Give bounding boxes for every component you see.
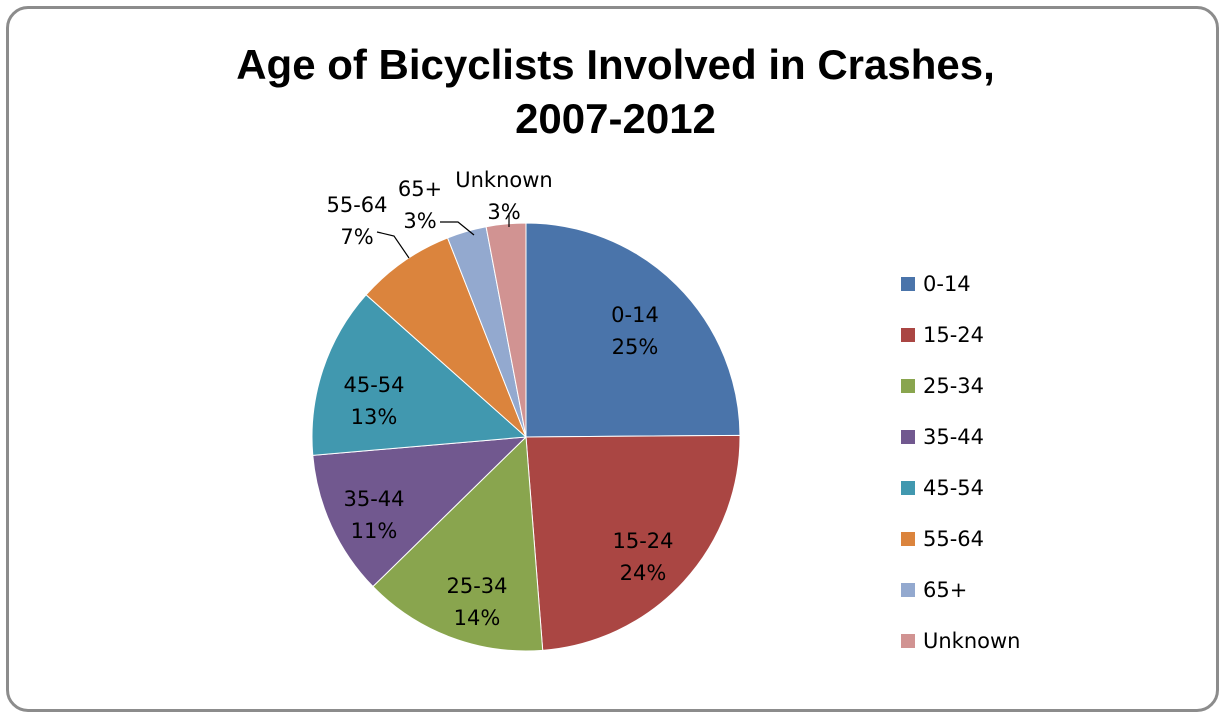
chart-title: Age of Bicyclists Involved in Crashes, 2… bbox=[0, 38, 1231, 146]
legend-label-15-24: 15-24 bbox=[923, 322, 985, 347]
data-label-percent-25-34: 14% bbox=[454, 606, 501, 630]
legend-label-65: 65+ bbox=[923, 577, 968, 602]
pie-slice-55-64 bbox=[365, 237, 527, 438]
legend-label-25-34: 25-34 bbox=[923, 373, 985, 398]
legend-item-45-54: 45-54 bbox=[901, 462, 1020, 513]
pie-slice-15-24 bbox=[525, 434, 741, 651]
legend-swatch-15-24 bbox=[901, 327, 915, 342]
legend-label-45-54: 45-54 bbox=[923, 475, 985, 500]
data-label-percent-45-54: 13% bbox=[351, 405, 398, 429]
data-label-percent-15-24: 24% bbox=[620, 561, 667, 585]
data-label-category-65: 65+ bbox=[398, 177, 442, 201]
legend-item-25-34: 25-34 bbox=[901, 360, 1020, 411]
pie-slice-35-44 bbox=[312, 436, 528, 588]
legend-label-35-44: 35-44 bbox=[923, 424, 985, 449]
data-label-percent-unknown: 3% bbox=[487, 200, 520, 224]
data-label-category-0-14: 0-14 bbox=[611, 303, 659, 327]
data-label-category-35-44: 35-44 bbox=[343, 487, 404, 511]
legend-swatch-55-64 bbox=[901, 531, 915, 546]
legend-item-55-64: 55-64 bbox=[901, 513, 1020, 564]
pie-slice-0-14 bbox=[525, 222, 741, 438]
legend-swatch-0-14 bbox=[901, 276, 915, 291]
chart-legend: 0-14 15-24 25-34 35-44 45-54 55-64 65+ Unknown bbox=[901, 258, 1020, 666]
legend-item-65: 65+ bbox=[901, 564, 1020, 615]
pie-slice-25-34 bbox=[372, 435, 544, 652]
chart-title-line-1: Age of Bicyclists Involved in Crashes, bbox=[236, 41, 995, 88]
data-label-category-25-34: 25-34 bbox=[446, 574, 507, 598]
data-label-percent-65: 3% bbox=[403, 209, 436, 233]
legend-swatch-45-54 bbox=[901, 480, 915, 495]
data-label-percent-0-14: 25% bbox=[612, 335, 659, 359]
legend-swatch-35-44 bbox=[901, 429, 915, 444]
pie-slice-unknown bbox=[485, 222, 527, 438]
legend-swatch-unknown bbox=[901, 633, 915, 648]
leader-line-65 bbox=[440, 221, 475, 236]
legend-item-0-14: 0-14 bbox=[901, 258, 1020, 309]
legend-item-35-44: 35-44 bbox=[901, 411, 1020, 462]
data-label-category-55-64: 55-64 bbox=[326, 193, 387, 217]
legend-label-unknown: Unknown bbox=[923, 628, 1021, 653]
data-label-category-15-24: 15-24 bbox=[612, 529, 673, 553]
legend-item-unknown: Unknown bbox=[901, 615, 1020, 666]
legend-item-15-24: 15-24 bbox=[901, 309, 1020, 360]
pie-slice-45-54 bbox=[311, 294, 528, 456]
leader-line-55-64 bbox=[376, 231, 410, 259]
legend-label-0-14: 0-14 bbox=[923, 271, 971, 296]
legend-swatch-25-34 bbox=[901, 378, 915, 393]
data-label-category-45-54: 45-54 bbox=[343, 373, 404, 397]
data-label-percent-35-44: 11% bbox=[351, 519, 398, 543]
data-label-percent-55-64: 7% bbox=[340, 225, 373, 249]
legend-swatch-65 bbox=[901, 582, 915, 597]
data-label-category-unknown: Unknown bbox=[455, 168, 552, 192]
chart-title-line-2: 2007-2012 bbox=[515, 95, 716, 142]
legend-label-55-64: 55-64 bbox=[923, 526, 985, 551]
